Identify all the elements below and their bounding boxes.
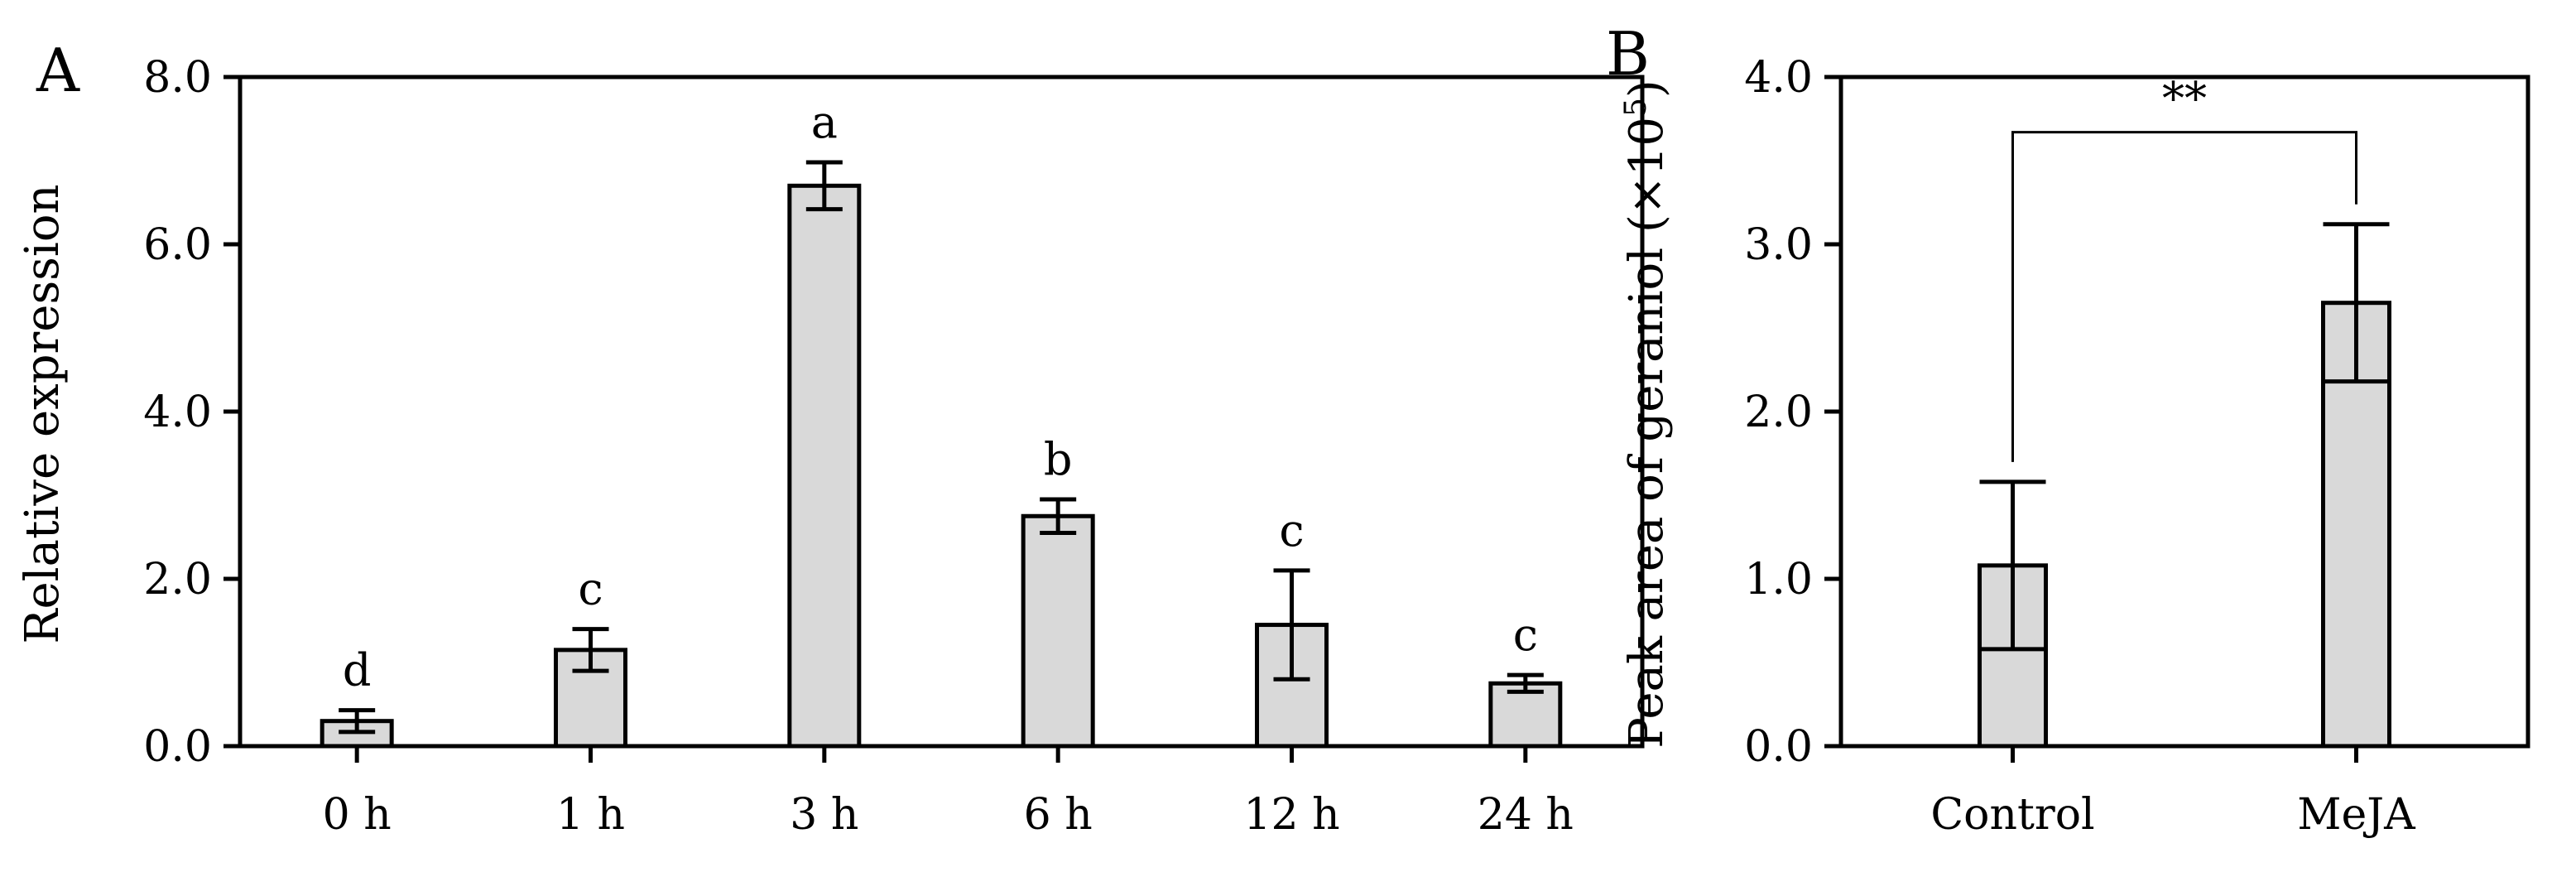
chart-1-y-tick-label: 2.0 xyxy=(1744,388,1813,437)
panel-b-marks: 0.0 1.0 2.0 3.0 4.0 Control MeJA ** xyxy=(1744,53,2416,840)
panel-b-y-axis-title: Peak area of geraniol (×105) xyxy=(1619,79,1674,749)
chart-0-significance-letter: c xyxy=(1513,609,1538,661)
chart-0-y-tick-label: 8.0 xyxy=(143,53,212,103)
chart-1-comparison-bracket xyxy=(2011,131,2357,462)
chart-0-bar xyxy=(1488,681,1563,749)
chart-1-y-tick-label: 4.0 xyxy=(1744,53,1813,103)
panel-a-y-axis-title: Relative expression xyxy=(16,184,70,643)
panel-b-y-axis-title-main: Peak area of geraniol (×10 xyxy=(1620,117,1674,749)
chart-0-significance-letter: d xyxy=(343,644,372,696)
panel-a-plot-frame xyxy=(238,75,1645,749)
chart-0-x-tick-label: 3 h xyxy=(790,790,858,840)
chart-0-y-tick-label: 0.0 xyxy=(143,722,212,772)
chart-0-x-tick-label: 24 h xyxy=(1478,790,1574,840)
panel-a-marks: 0.0 2.0 4.0 6.0 8.0 0 h d 1 h c 3 h a 6 h b 12 h c 24 h… xyxy=(143,53,1574,840)
panel-a-chart: A Relative expression 0.0 2.0 4.0 6.0 8.0 0 h… xyxy=(16,36,1645,840)
chart-0-y-tick-label: 6.0 xyxy=(143,220,212,270)
chart-1-x-tick-label: MeJA xyxy=(2297,790,2416,840)
chart-0-bar xyxy=(787,183,862,749)
chart-1-x-tick-label: Control xyxy=(1930,790,2094,840)
chart-0-significance-letter: c xyxy=(1279,504,1304,556)
chart-0-x-tick-label: 12 h xyxy=(1243,790,1339,840)
chart-0-significance-letter: b xyxy=(1044,433,1073,485)
chart-1-y-tick-label: 0.0 xyxy=(1744,722,1813,772)
chart-0-y-tick-label: 4.0 xyxy=(143,388,212,437)
panel-b-chart: B Peak area of geraniol (×105) 0.0 1.0 2.0… xyxy=(1606,19,2530,840)
panel-b-y-axis-title-exponent: 5 xyxy=(1619,98,1653,117)
panel-b-label: B xyxy=(1606,19,1650,89)
chart-0-bar xyxy=(1021,513,1095,749)
chart-0-y-tick-label: 2.0 xyxy=(143,555,212,605)
panel-a-label: A xyxy=(36,36,80,105)
chart-0-significance-letter: a xyxy=(811,96,838,148)
chart-1-comparison-label: ** xyxy=(2162,73,2207,125)
chart-1-y-tick-label: 3.0 xyxy=(1744,220,1813,270)
chart-1-y-tick-label: 1.0 xyxy=(1744,555,1813,605)
chart-0-x-tick-label: 1 h xyxy=(556,790,625,840)
panel-b-plot-frame xyxy=(1838,75,2530,749)
chart-0-x-tick-label: 6 h xyxy=(1024,790,1093,840)
panel-b-y-axis-title-close: ) xyxy=(1620,79,1674,98)
chart-0-significance-letter: c xyxy=(578,563,603,615)
chart-0-x-tick-label: 0 h xyxy=(323,790,392,840)
